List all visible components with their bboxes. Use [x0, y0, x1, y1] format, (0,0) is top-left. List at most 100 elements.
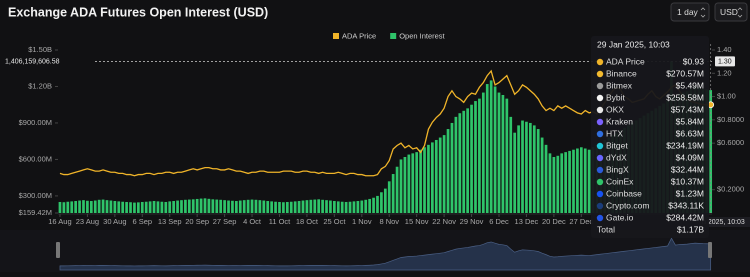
tooltip-total-value: $1.17B [677, 224, 704, 234]
bar [552, 156, 556, 213]
bar [203, 198, 207, 213]
bar [242, 200, 246, 213]
bar [583, 148, 587, 213]
tooltip-row-value: $0.93 [683, 56, 705, 66]
bar [144, 201, 148, 213]
tooltip-row-name: Binance [606, 68, 637, 78]
bar [176, 200, 179, 213]
bar [62, 202, 66, 213]
bar [493, 86, 497, 213]
tooltip-row-value: $6.63M [676, 128, 704, 138]
bar [470, 104, 473, 213]
bar [587, 149, 591, 213]
bar [148, 201, 152, 213]
bar [58, 201, 62, 213]
bar [411, 153, 415, 213]
crosshair-label: n 2025, 10:03 [702, 219, 745, 226]
bar [450, 122, 454, 213]
tooltip-row-value: $32.44M [671, 164, 704, 174]
bar [474, 101, 477, 213]
max-line-y2-label: 1.30 [718, 58, 732, 65]
max-line-label: 1,406,159,606.58 [5, 58, 60, 65]
bar [544, 144, 548, 213]
interval-box[interactable] [670, 2, 710, 22]
currency-select[interactable]: USD [714, 2, 748, 22]
tooltip-row-name: BingX [606, 164, 629, 174]
bar [93, 200, 97, 213]
bar [207, 198, 211, 213]
bar [227, 200, 230, 213]
bar [576, 148, 579, 213]
tooltip-row-value: $258.58M [666, 92, 704, 102]
interval-select[interactable]: 1 day [670, 2, 710, 22]
bar [285, 201, 289, 213]
bar [187, 199, 191, 213]
bar [101, 199, 105, 213]
bar [352, 201, 356, 213]
y-tick-label: $1.20B [28, 81, 52, 90]
tooltip-icon [596, 70, 604, 78]
legend-swatch [390, 33, 397, 39]
bar [274, 201, 277, 213]
bar [156, 201, 160, 213]
tooltip-total-name: Total [597, 224, 615, 234]
bar [376, 195, 379, 213]
tooltip-row-value: $1.23M [676, 188, 704, 198]
bar [172, 201, 175, 213]
x-tick-label: 16 Aug [48, 217, 71, 226]
tooltip-row-name: Coinbase [606, 188, 642, 198]
bar [235, 201, 238, 213]
bar [129, 202, 132, 213]
x-tick-label: 11 Oct [269, 217, 291, 226]
tooltip-row-value: $234.19M [666, 140, 704, 150]
bar [215, 199, 219, 213]
bar [282, 202, 285, 213]
bar [293, 201, 297, 213]
x-tick-label: 27 Sep [213, 217, 237, 226]
bar [223, 200, 226, 213]
tooltip-icon [596, 82, 604, 90]
navigator-handle [708, 242, 712, 258]
currency-text[interactable]: USD [720, 7, 738, 17]
y2-tick-label: $0.2000 [717, 185, 744, 194]
bar [536, 129, 540, 213]
tooltip-row-name: ADA Price [606, 56, 645, 66]
bar [466, 108, 469, 213]
bar [133, 202, 136, 213]
bar [540, 137, 544, 213]
tooltip-row-name: Bitget [606, 140, 628, 150]
bar [517, 125, 520, 213]
x-tick-label: 22 Nov [432, 217, 456, 226]
bar [532, 125, 536, 213]
tooltip-row-name: Crypto.com [606, 200, 649, 210]
bar [572, 149, 575, 213]
bar [278, 201, 281, 213]
x-tick-label: 4 Oct [243, 217, 262, 226]
bar [399, 159, 403, 213]
bar [442, 135, 446, 213]
interval-text[interactable]: 1 day [677, 7, 699, 17]
tooltip-row-name: Bitmex [606, 80, 633, 90]
x-tick-label: 18 Oct [296, 217, 319, 226]
bar [529, 122, 532, 213]
tooltip-row-name: Bybit [606, 92, 626, 102]
y2-tick-label: $1.00 [717, 92, 736, 101]
bar [395, 166, 399, 213]
bar [431, 142, 434, 213]
bar [485, 84, 489, 213]
bar [344, 201, 348, 213]
bar [368, 198, 371, 213]
bar [333, 201, 336, 213]
legend-label: ADA Price [342, 31, 376, 40]
y-tick-label: $900.00M [19, 118, 52, 127]
bar [478, 98, 481, 213]
bar [387, 181, 391, 213]
tooltip-row-value: $5.49M [676, 80, 704, 90]
bar [419, 149, 422, 213]
bar [458, 113, 462, 213]
x-tick-label: 29 Nov [460, 217, 484, 226]
bar [434, 139, 438, 213]
x-tick-label: 6 Sep [132, 217, 152, 226]
bar [180, 200, 183, 213]
bar [454, 116, 458, 213]
